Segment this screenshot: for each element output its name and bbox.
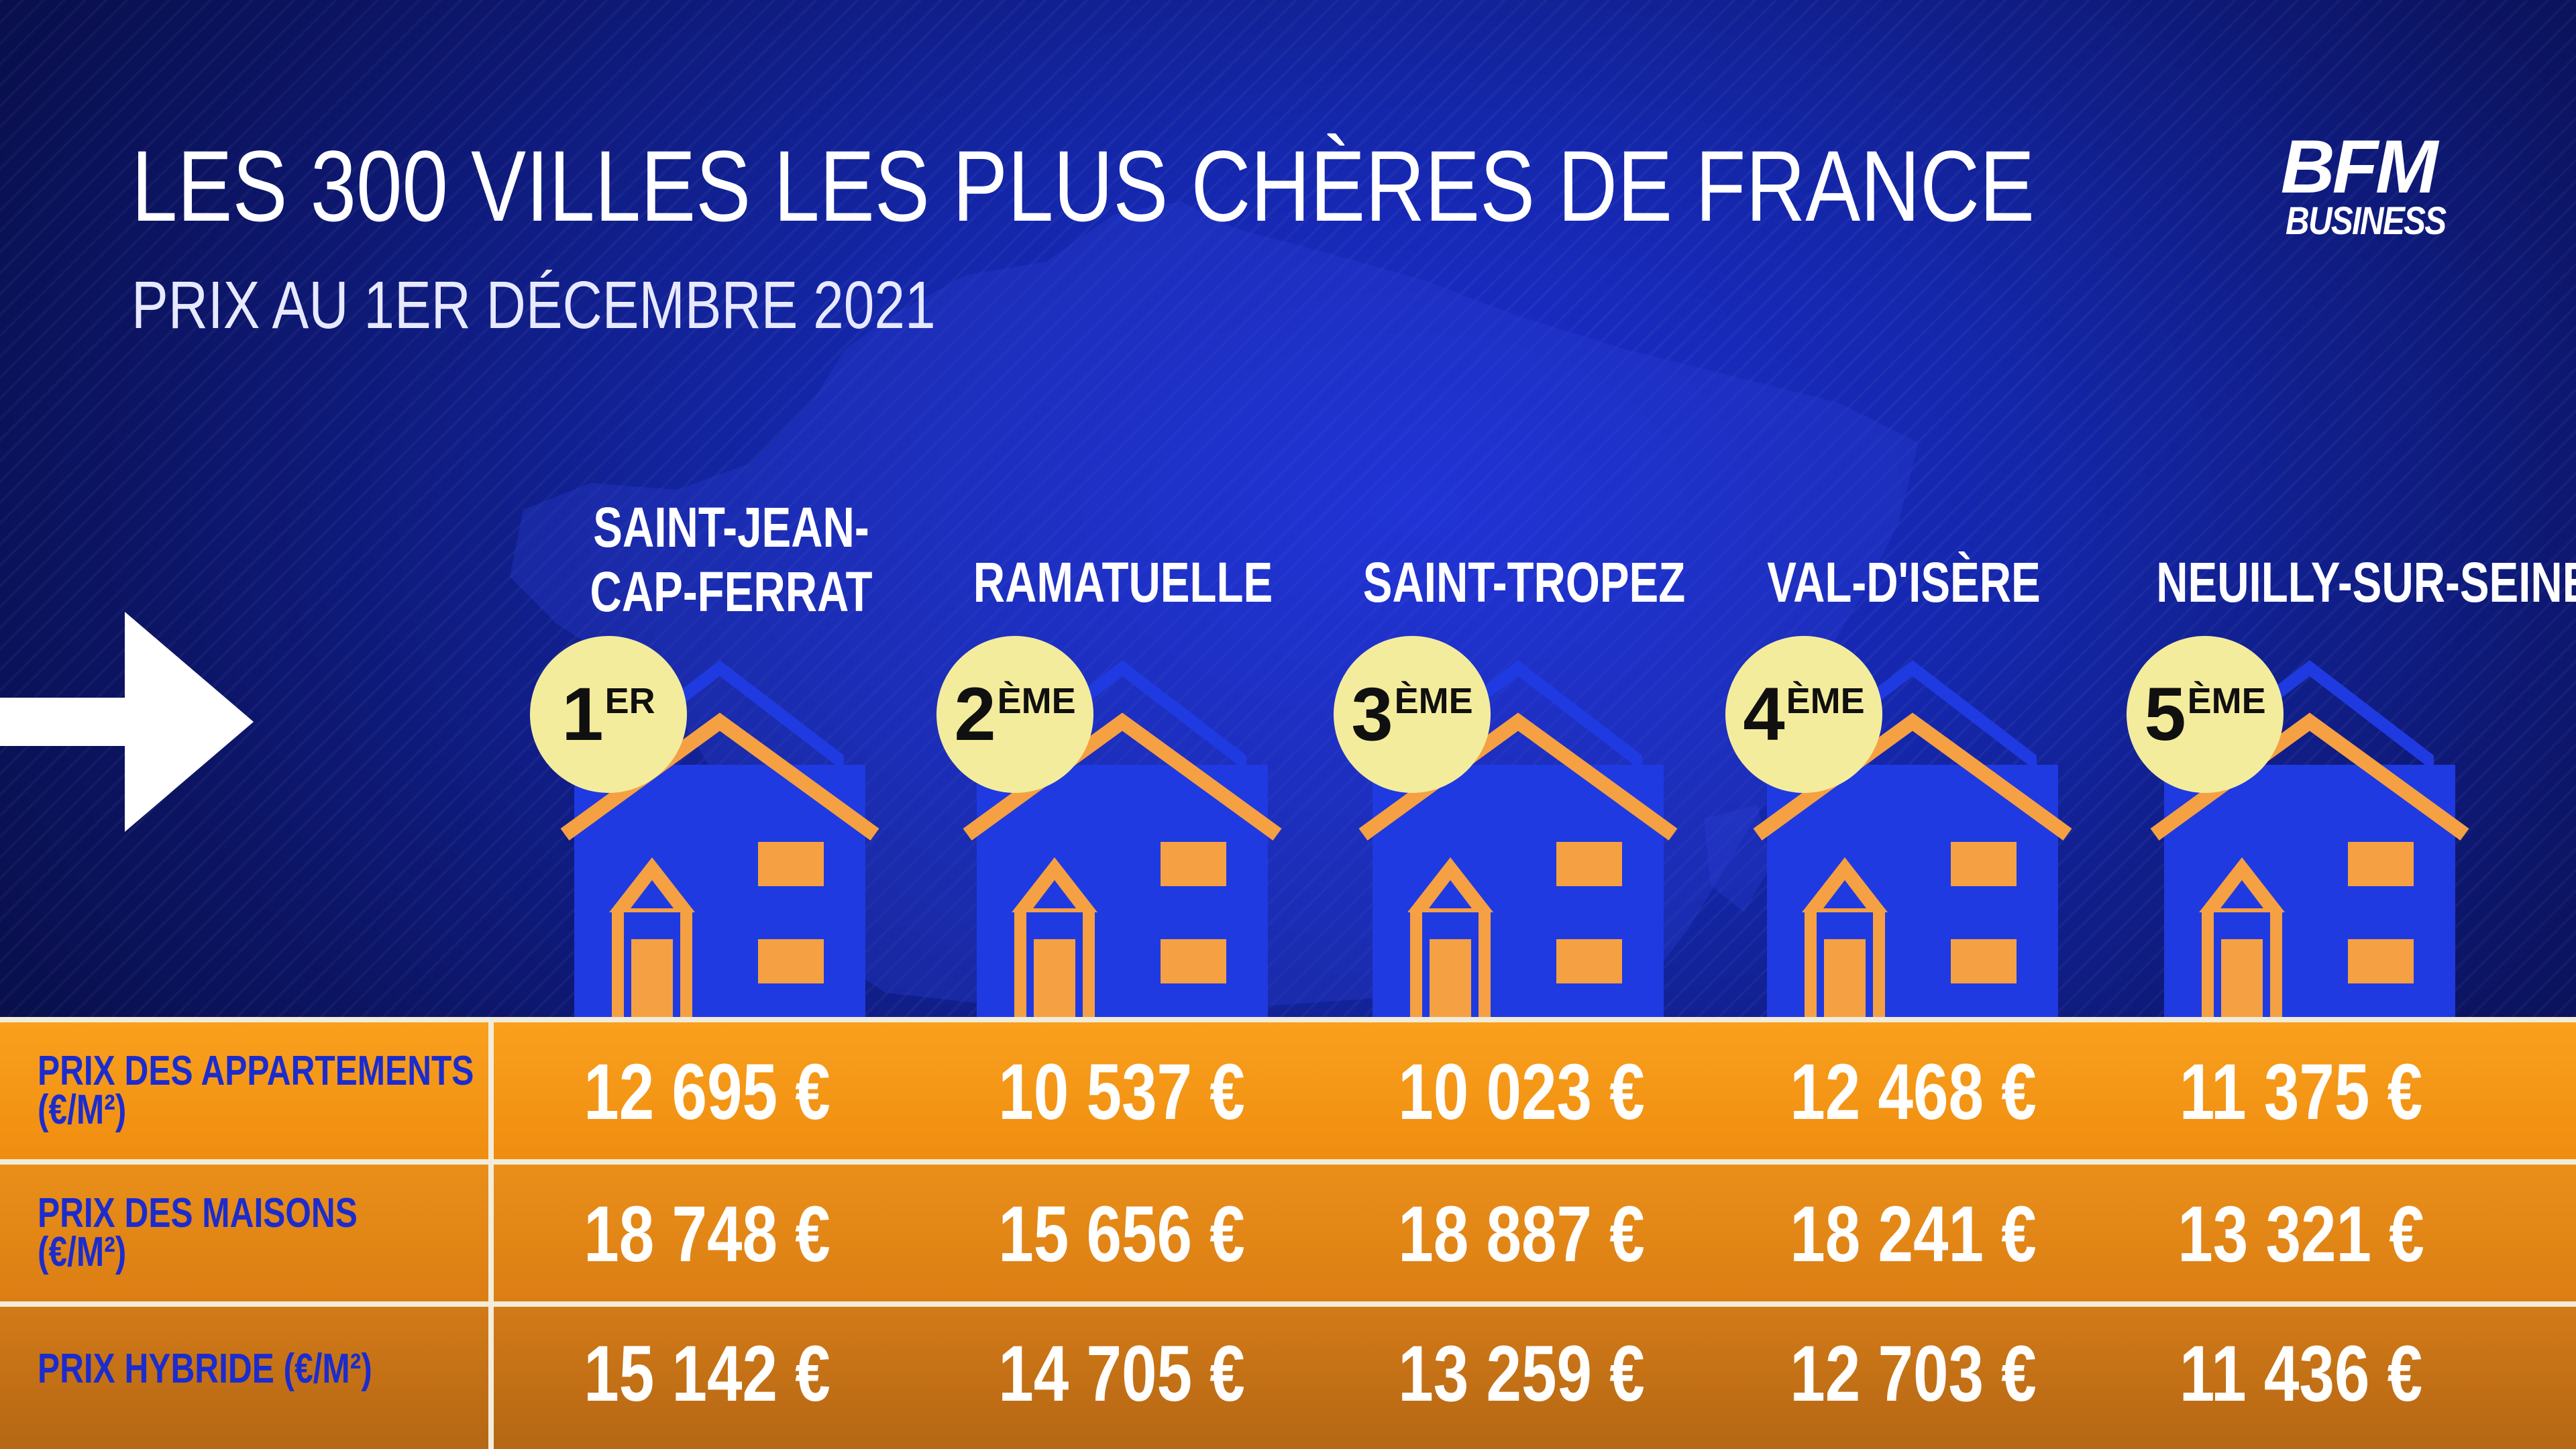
city-name-line: SAINT-TROPEZ [1362, 551, 1686, 614]
city-name-line: NEUILLY-SUR-SEINE [2156, 551, 2576, 614]
table-cell: 10 023 € [1398, 1048, 1645, 1136]
column-divider [488, 1017, 494, 1449]
table-cell: 14 705 € [998, 1330, 1245, 1418]
table-cell: 12 703 € [1790, 1330, 2037, 1418]
bfm-business-logo: BFM BUSINESS [2273, 125, 2447, 243]
row-label: PRIX HYBRIDE (€/M²) [38, 1346, 372, 1392]
table-cell: 13 321 € [2178, 1190, 2424, 1279]
house-icon [2150, 660, 2469, 1020]
row-label-line: (€/M²) [38, 1229, 127, 1275]
table-row-hybride: PRIX HYBRIDE (€/M²) 15 142 € 14 705 € 13… [0, 1307, 2576, 1449]
table-cell: 18 241 € [1790, 1190, 2037, 1279]
rank-suffix: ÈME [997, 681, 1076, 721]
table-cell: 12 468 € [1790, 1048, 2037, 1136]
rank-number: 5 [2144, 672, 2186, 756]
city-name-3: SAINT-TROPEZ [1362, 550, 1686, 614]
table-cell: 11 375 € [2179, 1048, 2423, 1136]
table-cell: 11 436 € [2179, 1330, 2423, 1418]
city-name-line: VAL-D'ISÈRE [1767, 551, 2041, 614]
house-icon [1358, 660, 1678, 1020]
rank-badge-5: 5 ÈME [2127, 636, 2284, 793]
table-cell: 15 656 € [998, 1190, 1245, 1279]
page-subtitle: PRIX AU 1ER DÉCEMBRE 2021 [131, 268, 936, 343]
city-name-line: CAP-FERRAT [590, 560, 873, 623]
table-cell: 15 142 € [584, 1330, 830, 1418]
rank-number: 3 [1351, 672, 1393, 756]
rank-suffix: ÈME [2187, 681, 2266, 721]
house-icon [560, 660, 879, 1020]
row-label: PRIX DES MAISONS (€/M²) [38, 1190, 358, 1275]
table-cell: 18 887 € [1398, 1190, 1645, 1279]
city-name-line: SAINT-JEAN- [593, 496, 869, 559]
house-icon [1753, 660, 2072, 1020]
row-label-line: (€/M²) [38, 1087, 127, 1133]
city-name-5: NEUILLY-SUR-SEINE [2156, 550, 2576, 614]
rank-suffix: ÈME [1786, 681, 1865, 721]
city-name-2: RAMATUELLE [961, 550, 1285, 614]
table-cell: 13 259 € [1398, 1330, 1645, 1418]
rank-badge-3: 3 ÈME [1334, 636, 1491, 793]
rank-number: 2 [954, 672, 996, 756]
right-arrow-icon [0, 612, 254, 832]
city-name-4: VAL-D'ISÈRE [1741, 550, 2066, 614]
logo-sub-text: BUSINESS [2286, 199, 2447, 243]
row-label-line: PRIX DES MAISONS [38, 1190, 358, 1236]
rank-suffix: ÈME [1394, 681, 1473, 721]
table-cell: 18 748 € [584, 1190, 830, 1279]
table-row-maisons: PRIX DES MAISONS (€/M²) 18 748 € 15 656 … [0, 1165, 2576, 1301]
rank-badge-2: 2 ÈME [936, 636, 1093, 793]
house-icon [963, 660, 1282, 1020]
page-title: LES 300 VILLES LES PLUS CHÈRES DE FRANCE [131, 129, 2035, 242]
table-row-appartements: PRIX DES APPARTEMENTS (€/M²) 12 695 € 10… [0, 1022, 2576, 1159]
row-label-line: PRIX HYBRIDE (€/M²) [38, 1346, 372, 1392]
row-label: PRIX DES APPARTEMENTS (€/M²) [38, 1048, 474, 1133]
price-table: PRIX DES APPARTEMENTS (€/M²) 12 695 € 10… [0, 1017, 2576, 1449]
table-cell: 12 695 € [584, 1048, 830, 1136]
rank-number: 4 [1743, 672, 1785, 756]
table-cell: 10 537 € [998, 1048, 1245, 1136]
rank-badge-4: 4 ÈME [1725, 636, 1882, 793]
logo-main-text: BFM [2280, 125, 2438, 209]
rank-number: 1 [561, 672, 604, 756]
city-name-line: RAMATUELLE [973, 551, 1273, 614]
rank-badge-1: 1 ER [530, 636, 687, 793]
row-label-line: PRIX DES APPARTEMENTS [38, 1048, 474, 1094]
rank-suffix: ER [604, 681, 655, 721]
city-name-1: SAINT-JEAN- CAP-FERRAT [569, 495, 894, 624]
